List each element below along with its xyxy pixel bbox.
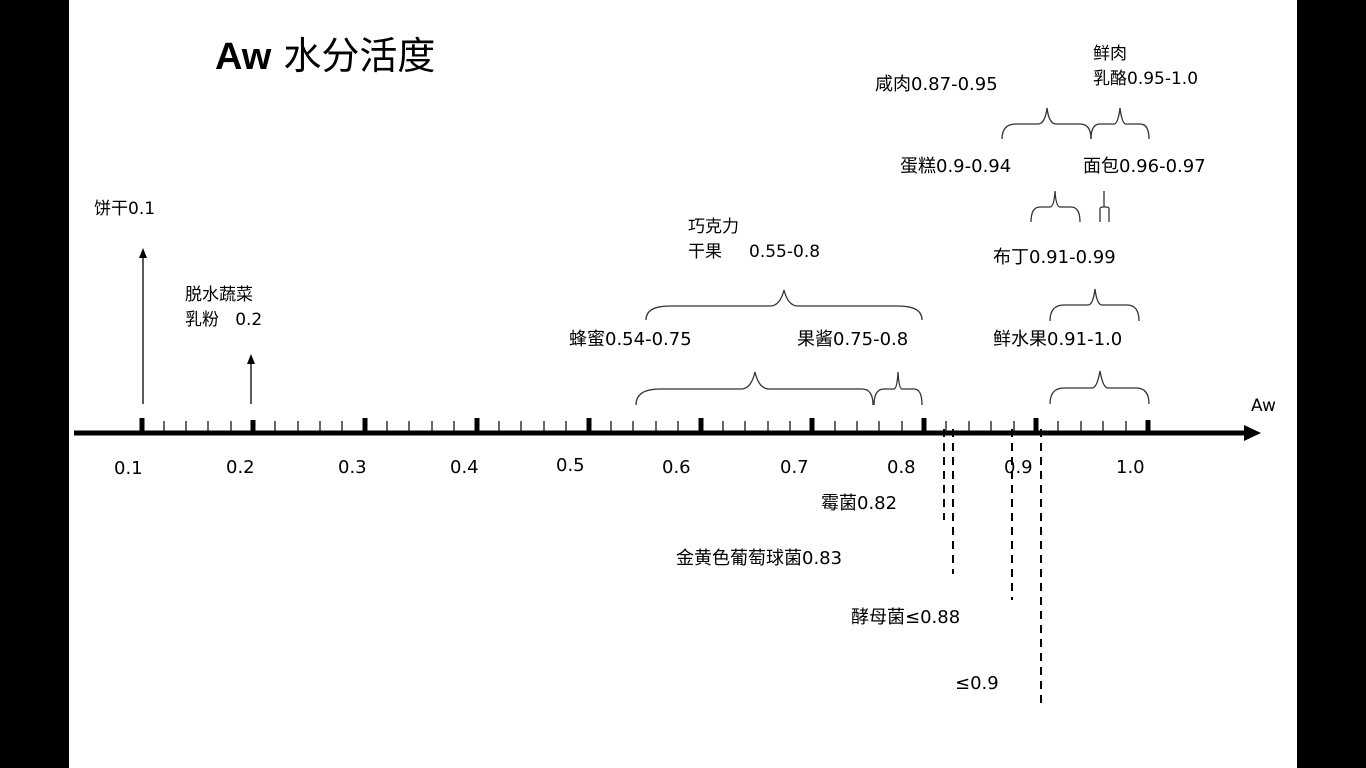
- range-braces: [635, 107, 1150, 406]
- arrow-up-icon: [247, 354, 255, 364]
- food-label-fresh-fruit: 鲜水果0.91-1.0: [993, 329, 1123, 350]
- label-line: 巧克力: [688, 217, 739, 237]
- minor-ticks: [163, 421, 1127, 432]
- microbe-label-bacteria: ≤0.9: [955, 673, 999, 694]
- microbe-label-mold: 霉菌0.82: [821, 493, 898, 514]
- tick-label: 0.9: [1004, 457, 1033, 478]
- label-line: 鲜肉: [1093, 44, 1127, 64]
- food-label-jam: 果酱0.75-0.8: [797, 329, 909, 350]
- major-ticks: [139, 418, 1151, 432]
- axis-arrow-icon: [1244, 425, 1261, 441]
- microbe-label-staph: 金黄色葡萄球菌0.83: [676, 548, 843, 569]
- tick-label: 1.0: [1116, 457, 1145, 478]
- food-label-honey: 蜂蜜0.54-0.75: [569, 329, 692, 350]
- tick-label: 0.6: [662, 457, 691, 478]
- tick-label: 0.5: [556, 455, 585, 476]
- label-line: 乳粉 0.2: [185, 310, 263, 330]
- axis: [74, 425, 1261, 441]
- microbe-limit-lines: [943, 429, 1042, 705]
- food-label-pudding: 布丁0.91-0.99: [993, 247, 1116, 268]
- food-label-biscuit: 饼干0.1: [94, 199, 156, 219]
- food-label-cake: 蛋糕0.9-0.94: [900, 156, 1012, 177]
- food-label-fresh-meat: 鲜肉 乳酪0.95-1.0: [1093, 42, 1198, 92]
- food-label-cured-meat: 咸肉0.87-0.95: [875, 74, 998, 95]
- point-arrows: [139, 248, 255, 404]
- food-label-dried-veg: 脱水蔬菜 乳粉 0.2: [185, 283, 262, 333]
- tick-label: 0.2: [226, 457, 255, 478]
- axis-label: Aw: [1251, 396, 1276, 416]
- tick-label: 0.1: [114, 458, 143, 479]
- tick-label: 0.7: [780, 457, 809, 478]
- slide-background: [69, 0, 1297, 768]
- tick-label: 0.3: [338, 457, 367, 478]
- page-title: Aw 水分活度: [215, 37, 435, 76]
- title-chinese: 水分活度: [283, 34, 436, 78]
- label-line: 乳酪0.95-1.0: [1093, 69, 1199, 89]
- label-line: 干果 0.55-0.8: [688, 242, 821, 262]
- food-label-bread: 面包0.96-0.97: [1083, 156, 1206, 177]
- food-label-chocolate: 巧克力 干果 0.55-0.8: [688, 215, 820, 265]
- title-aw: Aw: [215, 36, 272, 78]
- label-line: 脱水蔬菜: [185, 285, 253, 305]
- arrow-up-icon: [139, 248, 147, 258]
- microbe-label-yeast: 酵母菌≤0.88: [851, 607, 961, 628]
- tick-label: 0.8: [887, 457, 916, 478]
- tick-label: 0.4: [450, 457, 479, 478]
